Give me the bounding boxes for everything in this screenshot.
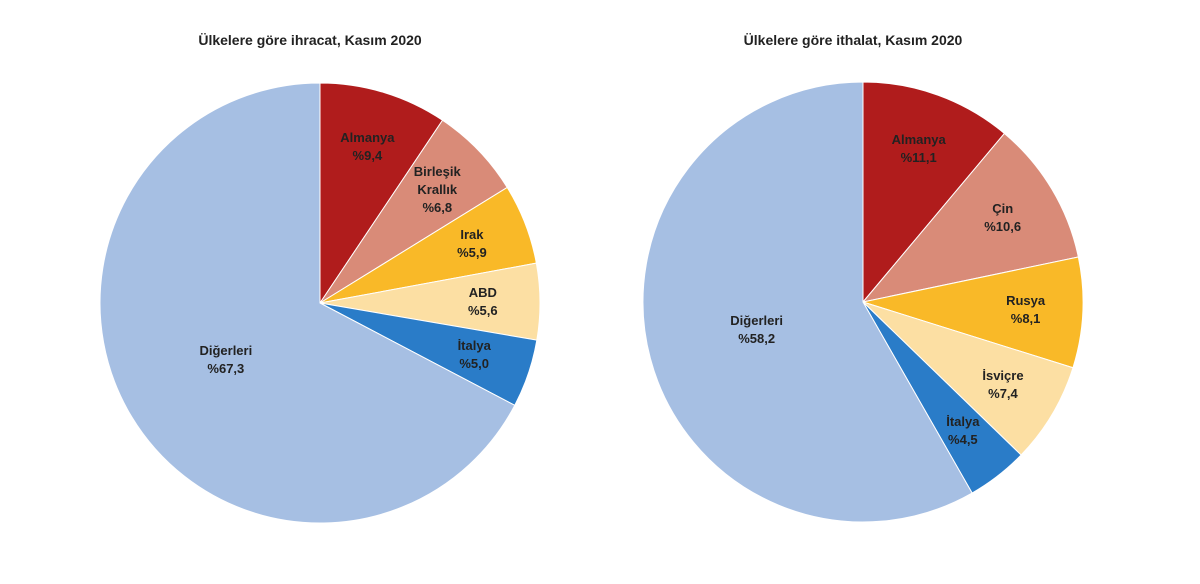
category-label: Birleşik Krallık [413,164,461,198]
chart-title: Ülkelere göre ihracat, Kasım 2020 [198,32,422,48]
value-label: %58,2 [738,331,776,347]
category-label: Irak [460,227,484,243]
category-label: Rusya [1006,292,1046,308]
category-label: İtalya [946,413,980,429]
slice-label: İtalya %4,5 [946,413,979,449]
category-label: Almanya [340,130,395,146]
category-label: Diğerleri [730,313,784,329]
value-label: %8,1 [1010,310,1041,326]
slice-label: Almanya %9,4 [340,129,394,165]
value-label: %9,4 [352,148,383,164]
pie-slice [862,81,1006,304]
value-label: %10,6 [984,219,1022,235]
category-label: Almanya [891,132,946,148]
value-label: %11,1 [900,150,937,166]
chart-title: Ülkelere göre ithalat, Kasım 2020 [744,32,963,48]
pie-slice [99,82,516,524]
category-label: İtalya [457,338,491,354]
slice-label: İtalya %5,0 [458,337,491,373]
category-label: Diğerleri [199,342,253,358]
slice-label: Birleşik Krallık %6,8 [402,163,472,217]
slice-label: Almanya %11,1 [892,131,946,167]
slice-label: Diğerleri %67,3 [199,342,252,378]
pie-slice [862,301,1074,456]
value-label: %6,8 [422,200,453,216]
slice-label: Irak %5,9 [457,226,487,262]
category-label: ABD [468,284,497,300]
slice-label: Rusya %8,1 [1006,292,1045,328]
pie-slice [642,81,973,523]
pie-slice [861,256,1084,369]
value-label: %5,9 [457,245,487,261]
category-label: İsviçre [982,368,1024,384]
slice-label: ABD %5,6 [468,284,498,320]
pie-slice [319,82,444,305]
value-label: %5,6 [467,302,498,318]
category-label: Çin [992,201,1014,217]
value-label: %5,0 [459,356,489,372]
slice-label: İsviçre %7,4 [982,367,1023,403]
slice-label: Diğerleri %58,2 [730,312,783,348]
value-label: %7,4 [988,386,1018,402]
value-label: %67,3 [207,360,245,376]
value-label: %4,5 [948,431,978,447]
pie-slice [861,132,1079,303]
slice-label: Çin %10,6 [984,200,1021,236]
